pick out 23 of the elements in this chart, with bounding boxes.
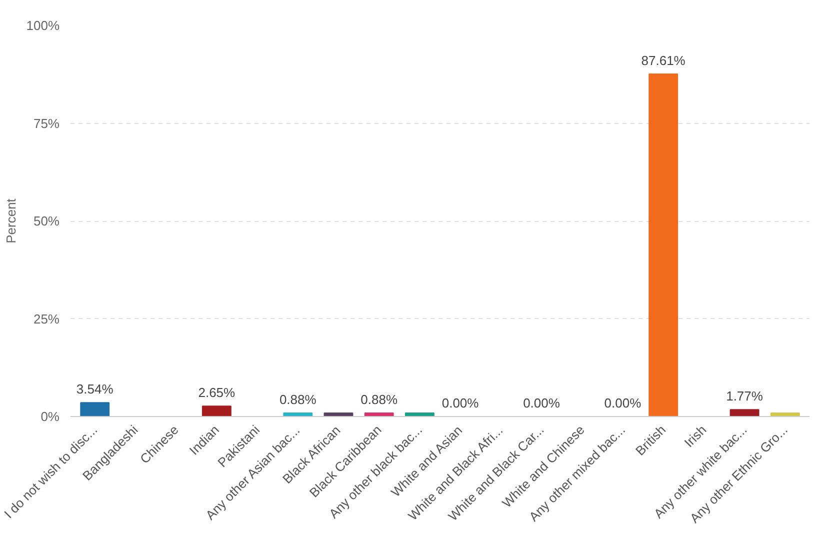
data-label: 0.00% bbox=[442, 396, 480, 410]
bar bbox=[648, 73, 678, 416]
y-tick-label: 50% bbox=[33, 214, 60, 228]
data-label: 87.61% bbox=[641, 52, 686, 68]
bar bbox=[364, 412, 394, 416]
y-axis-title: Percent bbox=[3, 198, 18, 244]
y-tick-label: 0% bbox=[40, 409, 60, 424]
bar bbox=[283, 412, 313, 416]
data-label: 3.54% bbox=[76, 382, 114, 397]
bar bbox=[202, 406, 232, 416]
y-tick-label: 25% bbox=[33, 311, 60, 326]
data-label: 0.00% bbox=[604, 396, 642, 410]
data-label: 1.77% bbox=[726, 388, 764, 404]
data-label: 0.88% bbox=[279, 392, 317, 408]
x-tick-label: Irish bbox=[681, 422, 710, 450]
data-label: 2.65% bbox=[198, 385, 236, 400]
y-tick-label: 100% bbox=[26, 18, 60, 33]
bar bbox=[770, 412, 800, 416]
y-tick-label: 75% bbox=[33, 116, 60, 131]
bar bbox=[80, 402, 110, 416]
data-label: 0.00% bbox=[523, 396, 560, 410]
bar bbox=[730, 409, 760, 416]
data-label: 0.88% bbox=[360, 392, 398, 408]
